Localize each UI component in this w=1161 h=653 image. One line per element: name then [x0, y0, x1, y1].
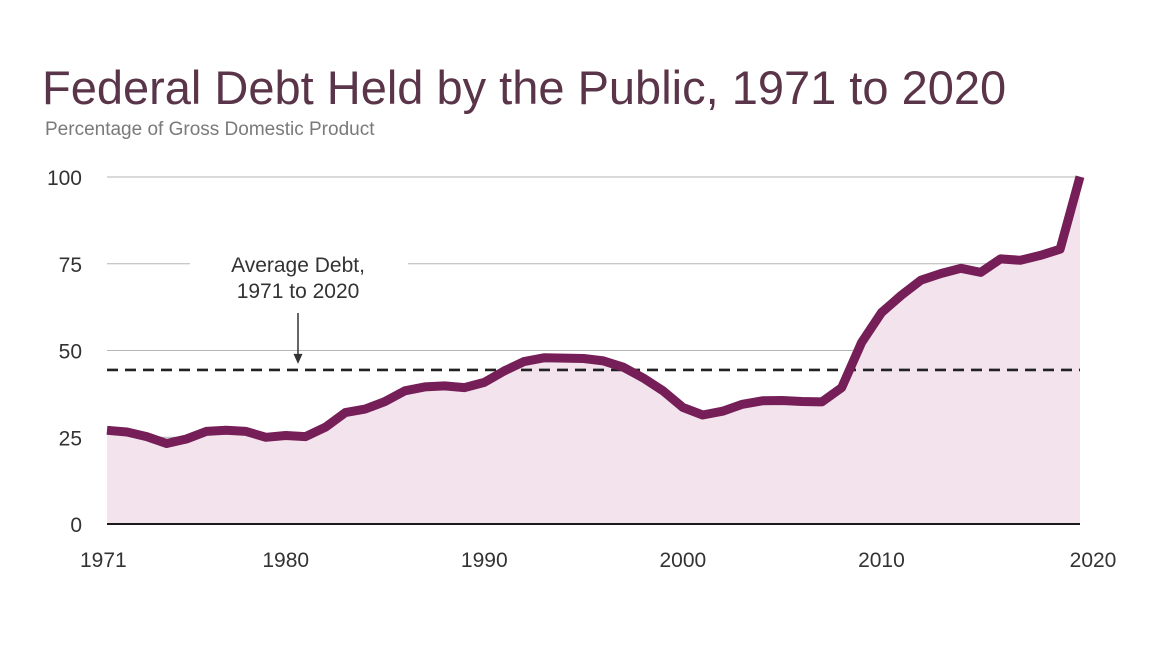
x-tick-label: 1990 [461, 549, 508, 572]
y-tick-label: 25 [59, 427, 82, 450]
average-debt-label-line1: Average Debt, [231, 254, 365, 277]
x-tick-label: 1971 [80, 549, 127, 572]
y-axis-tick-labels: 0 25 50 75 100 [47, 167, 82, 537]
chart-title: Federal Debt Held by the Public, 1971 to… [42, 61, 1007, 114]
debt-series-line [106, 175, 1085, 448]
x-tick-label: 2010 [858, 549, 905, 572]
y-tick-label: 50 [59, 341, 82, 364]
x-axis-tick-labels: 1971 1980 1990 2000 2010 2020 [80, 549, 1116, 572]
x-tick-label: 2000 [659, 549, 706, 572]
y-tick-label: 75 [59, 254, 82, 277]
x-tick-label: 2020 [1070, 549, 1117, 572]
average-debt-arrow-head [293, 353, 303, 364]
y-tick-label: 0 [70, 514, 82, 537]
chart-subtitle: Percentage of Gross Domestic Product [45, 119, 375, 140]
y-tick-label: 100 [47, 167, 82, 190]
debt-area-fill [107, 176, 1080, 524]
average-debt-label-line2: 1971 to 2020 [237, 280, 360, 303]
x-tick-label: 1980 [262, 549, 309, 572]
average-debt-annotation: Average Debt, 1971 to 2020 [231, 254, 365, 364]
